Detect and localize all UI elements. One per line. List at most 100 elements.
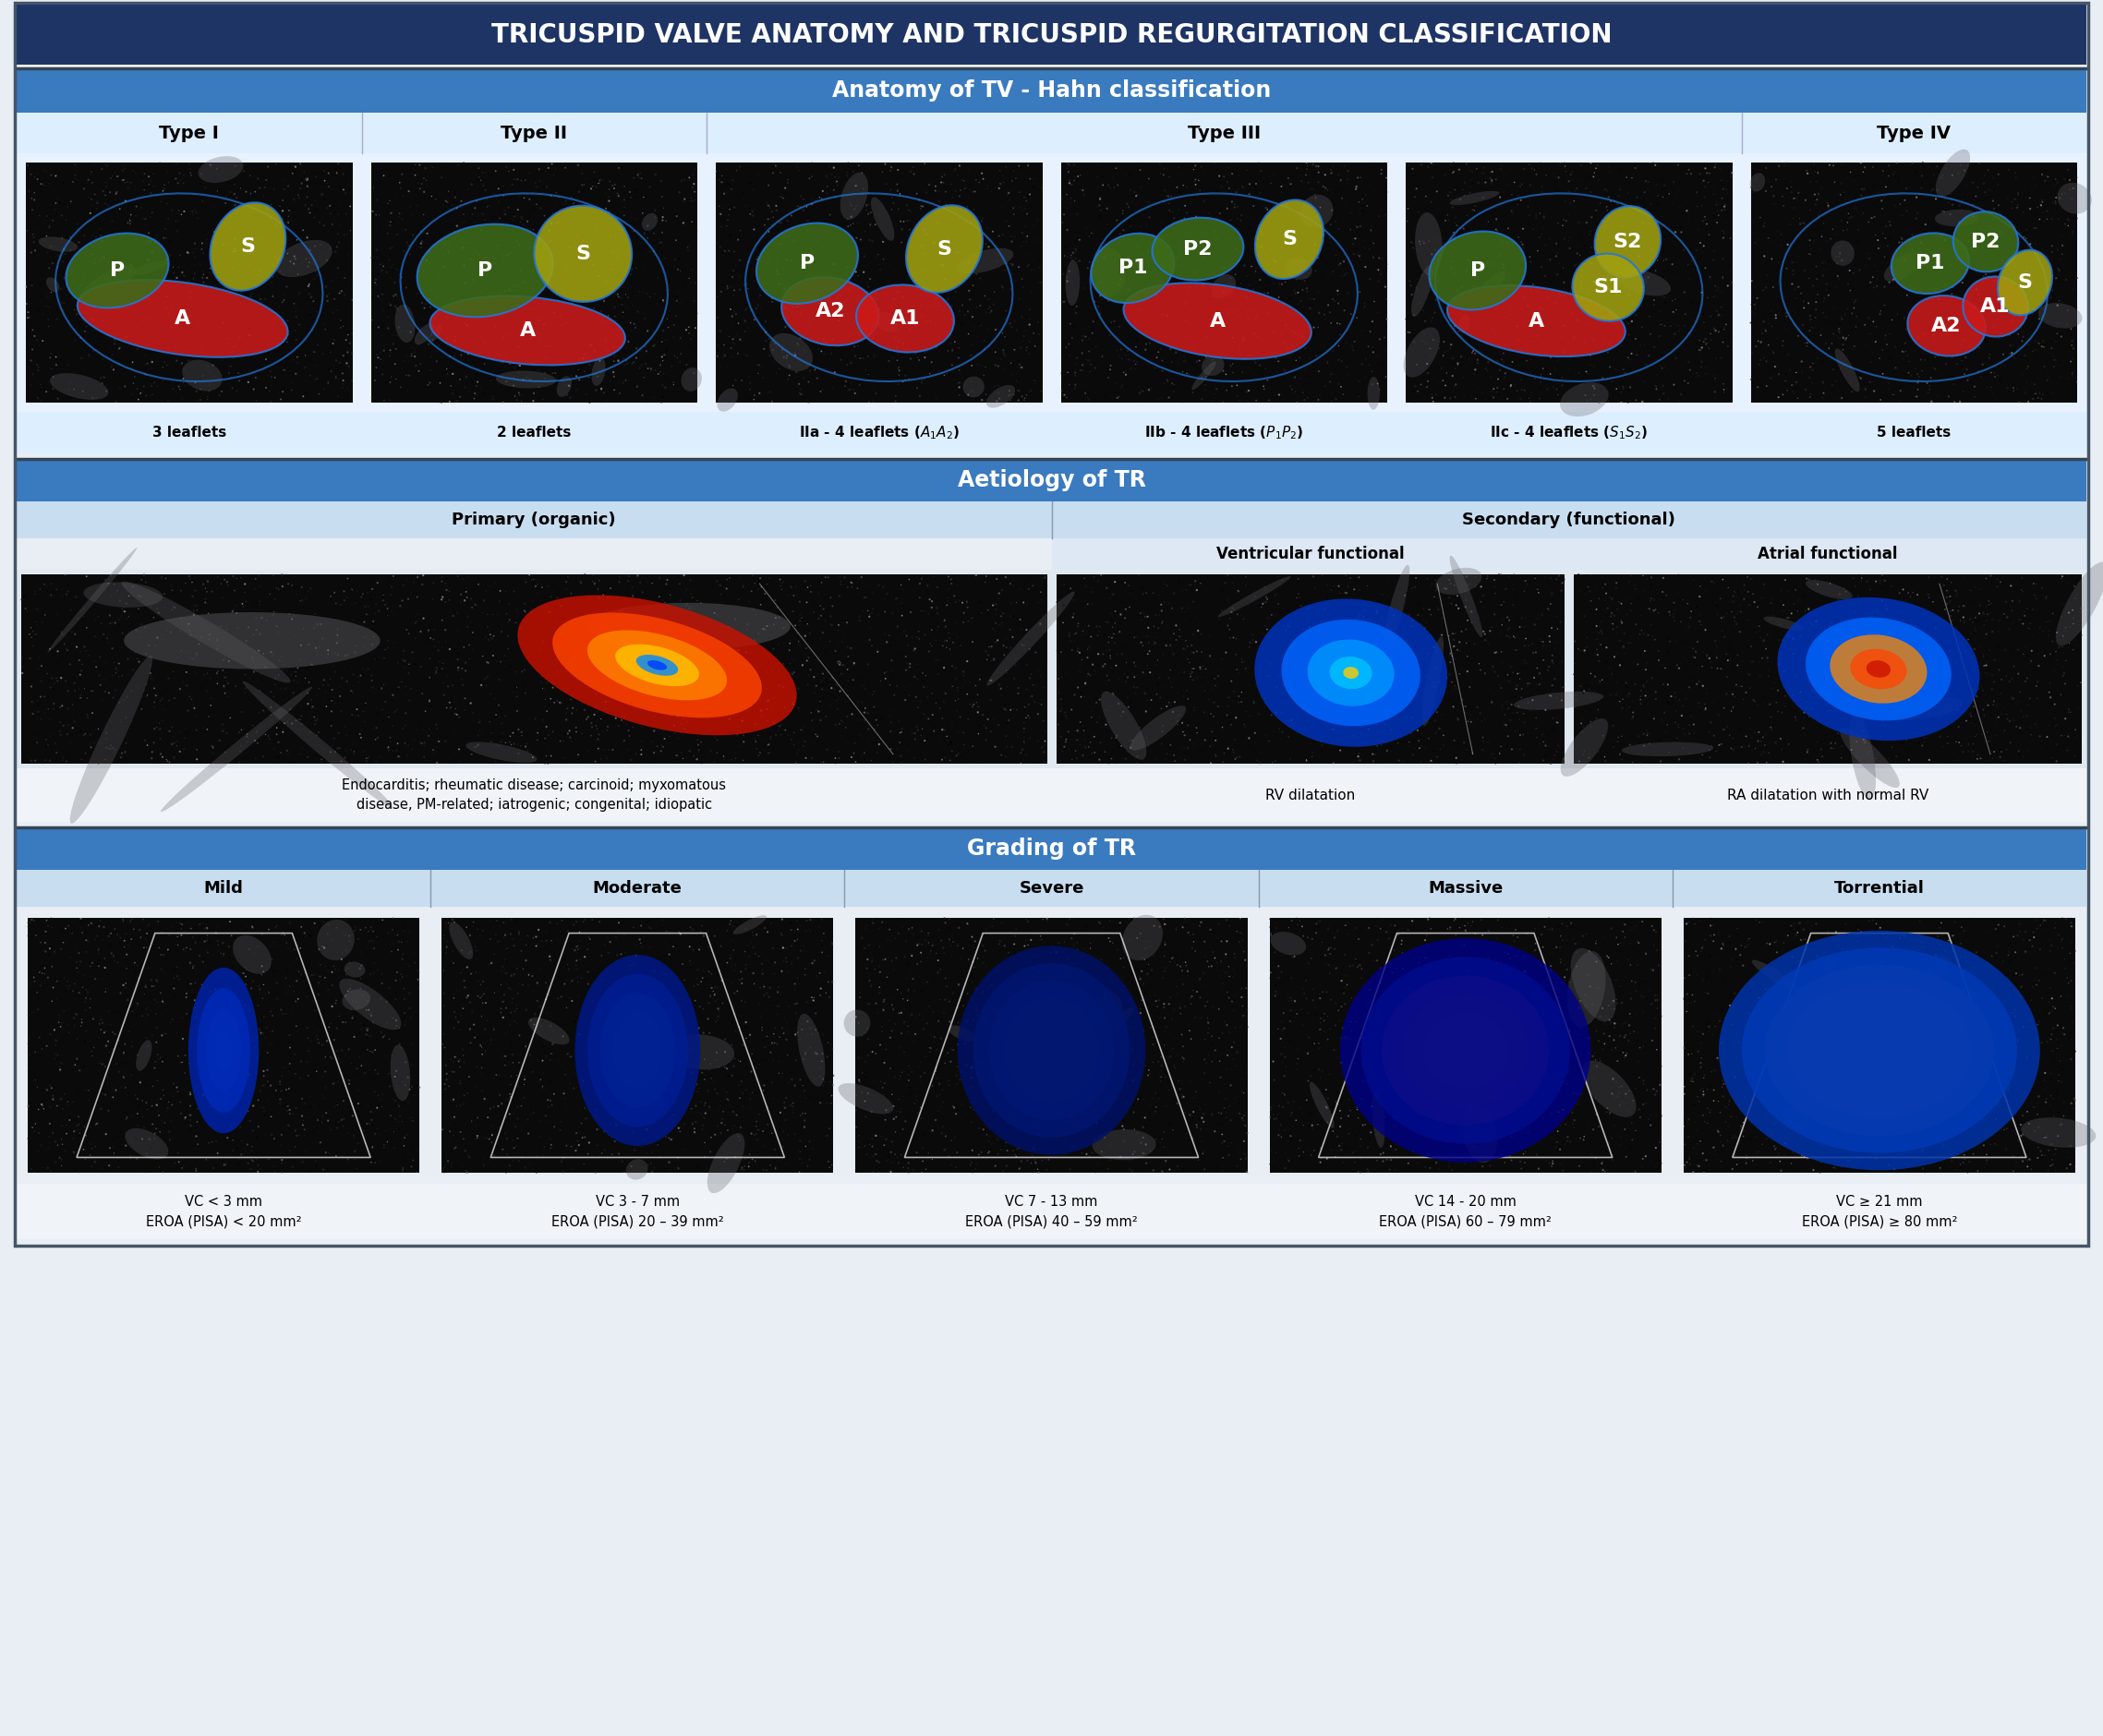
Point (1855, 1113, 1888, 1141)
Point (1626, 1146, 1659, 1174)
Point (629, 238, 662, 266)
Point (1565, 719, 1598, 746)
Point (1377, 1137, 1411, 1165)
Point (1823, 981, 1857, 1009)
Point (887, 366, 921, 394)
Point (814, 1068, 848, 1095)
Point (395, 1135, 429, 1163)
Point (1300, 1002, 1333, 1029)
Point (917, 717, 951, 745)
Point (1893, 583, 1926, 611)
Point (458, 1113, 492, 1141)
Point (1994, 342, 2027, 370)
Point (15, 922, 48, 950)
Point (1985, 1028, 2019, 1055)
Point (1817, 384, 1851, 411)
Point (137, 160, 170, 187)
Point (972, 595, 1005, 623)
Point (1354, 689, 1388, 717)
Point (1455, 660, 1489, 687)
Point (732, 1149, 765, 1177)
Point (1687, 1101, 1720, 1128)
Point (2053, 292, 2086, 319)
Point (128, 359, 162, 387)
Point (1369, 727, 1403, 755)
Point (557, 319, 591, 347)
Point (2004, 606, 2038, 634)
Point (1081, 568, 1115, 595)
Point (11, 717, 44, 745)
Point (1316, 710, 1350, 738)
Point (2044, 1068, 2078, 1095)
Point (599, 243, 633, 271)
Point (778, 990, 812, 1017)
Point (997, 602, 1030, 630)
Point (1094, 279, 1127, 307)
Point (713, 654, 747, 682)
Point (1882, 304, 1916, 332)
Point (1075, 219, 1108, 247)
Point (2023, 745, 2057, 773)
Point (1825, 149, 1859, 177)
Point (574, 281, 608, 309)
Point (957, 314, 991, 342)
Point (1047, 255, 1081, 283)
Point (829, 713, 862, 741)
Point (1487, 1019, 1520, 1047)
Point (610, 293, 644, 321)
Point (751, 582, 784, 609)
Point (1811, 701, 1844, 729)
Point (1870, 321, 1903, 349)
Point (2046, 639, 2080, 667)
Point (1523, 222, 1556, 250)
Point (593, 366, 627, 394)
Point (1024, 174, 1058, 201)
Point (1350, 1156, 1384, 1184)
Point (25, 262, 59, 290)
Point (1531, 283, 1565, 311)
Point (74, 186, 107, 214)
Point (1533, 674, 1567, 701)
Point (507, 1071, 540, 1099)
Point (1199, 281, 1232, 309)
Point (1849, 1153, 1882, 1180)
Point (862, 731, 896, 759)
Point (219, 332, 252, 359)
Point (1085, 342, 1119, 370)
Point (877, 722, 911, 750)
Point (1089, 1087, 1123, 1115)
Point (2004, 233, 2038, 260)
Point (1838, 738, 1872, 766)
Point (1590, 248, 1624, 276)
Point (122, 167, 156, 194)
Point (324, 1106, 358, 1134)
Point (1216, 667, 1249, 694)
Point (839, 259, 873, 286)
Point (383, 929, 416, 957)
Point (418, 632, 452, 660)
Point (1455, 279, 1489, 307)
Point (1119, 241, 1152, 269)
Point (1672, 266, 1706, 293)
Point (589, 656, 622, 684)
Point (1037, 1139, 1070, 1167)
Point (845, 1078, 879, 1106)
Point (120, 646, 154, 674)
Point (1996, 1045, 2029, 1073)
Point (311, 1019, 345, 1047)
Point (349, 1016, 383, 1043)
Point (1731, 661, 1764, 689)
Point (1054, 167, 1087, 194)
Point (1096, 724, 1129, 752)
Point (1110, 1088, 1144, 1116)
Point (1468, 620, 1502, 648)
Point (1960, 1045, 1994, 1073)
Point (608, 970, 641, 998)
Point (763, 1109, 797, 1137)
Point (208, 674, 242, 701)
Point (1361, 946, 1394, 974)
Point (1506, 1141, 1539, 1168)
Point (116, 233, 149, 260)
Point (732, 930, 765, 958)
Point (774, 201, 808, 229)
